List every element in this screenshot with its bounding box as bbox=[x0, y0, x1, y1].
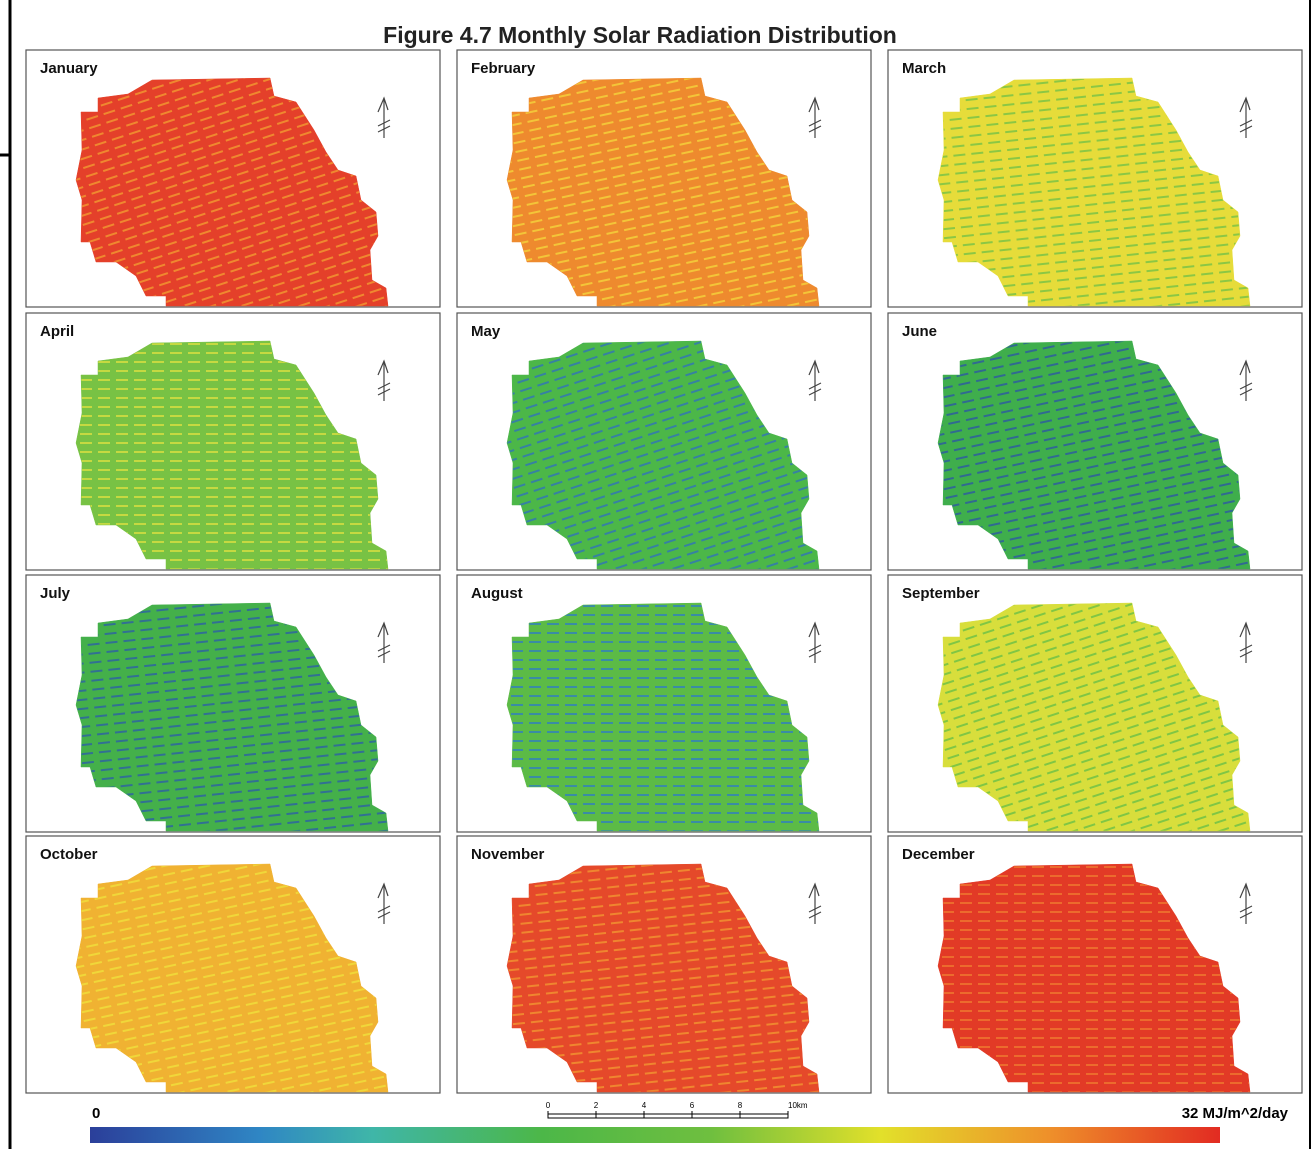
panel-label: April bbox=[40, 323, 74, 340]
panel-label: June bbox=[902, 323, 937, 340]
legend-min-label: 0 bbox=[92, 1105, 100, 1122]
panel-label: December bbox=[902, 846, 975, 863]
panel-label: October bbox=[40, 846, 98, 863]
scale-label: 8 bbox=[738, 1101, 743, 1110]
map-panel: February bbox=[457, 50, 871, 307]
map-panel: June bbox=[888, 313, 1302, 570]
scale-label: 2 bbox=[594, 1101, 599, 1110]
panel-label: March bbox=[902, 60, 946, 77]
map-panel: August bbox=[457, 575, 871, 832]
panel-label: February bbox=[471, 60, 536, 77]
panel-label: August bbox=[471, 585, 523, 602]
map-panel: October bbox=[26, 836, 440, 1093]
panel-label: July bbox=[40, 585, 71, 602]
legend-max-label: 32 MJ/m^2/day bbox=[1182, 1105, 1289, 1122]
figure-title: Figure 4.7 Monthly Solar Radiation Distr… bbox=[383, 22, 897, 48]
map-panel: September bbox=[888, 575, 1302, 832]
map-panel: March bbox=[888, 50, 1302, 307]
scale-label: 0 bbox=[546, 1101, 551, 1110]
panel-label: May bbox=[471, 323, 501, 340]
color-bar bbox=[90, 1127, 1220, 1143]
scale-bar-body bbox=[548, 1114, 788, 1118]
map-panel: May bbox=[457, 313, 871, 570]
panel-label: January bbox=[40, 60, 98, 77]
scale-label: 4 bbox=[642, 1101, 647, 1110]
scale-label: 10km bbox=[788, 1101, 808, 1110]
map-panel: July bbox=[26, 575, 440, 832]
scale-label: 6 bbox=[690, 1101, 695, 1110]
map-panel: January bbox=[26, 50, 440, 307]
map-panel: November bbox=[457, 836, 871, 1093]
map-panel: April bbox=[26, 313, 440, 570]
panel-label: September bbox=[902, 585, 980, 602]
panel-label: November bbox=[471, 846, 545, 863]
map-panel: December bbox=[888, 836, 1302, 1093]
figure: Figure 4.7 Monthly Solar Radiation Distr… bbox=[0, 0, 1313, 1149]
